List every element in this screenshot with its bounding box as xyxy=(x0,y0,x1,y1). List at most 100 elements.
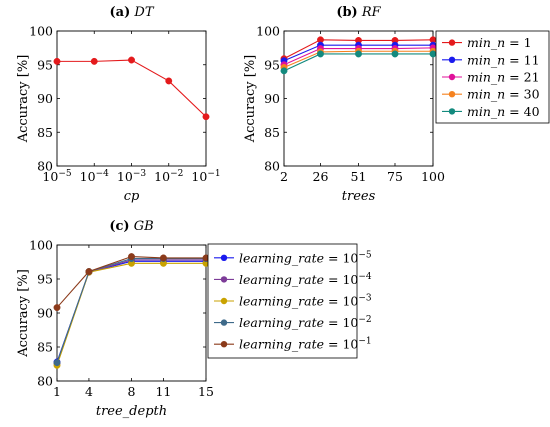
series-line xyxy=(56,262,206,366)
legend-label: learning_rate = 10−3 xyxy=(239,294,372,309)
data-point xyxy=(53,57,61,65)
legend-marker xyxy=(220,297,228,305)
legend-label: min_n = 11 xyxy=(467,52,540,67)
legend-label: learning_rate = 10−4 xyxy=(239,272,372,287)
data-point xyxy=(90,57,98,65)
x-tick-label: 10−2 xyxy=(154,169,183,184)
x-tick-label: 15 xyxy=(198,384,214,399)
x-tick-label: 100 xyxy=(421,169,445,184)
data-point xyxy=(317,50,324,58)
y-tick-label: 80 xyxy=(264,159,280,174)
series-line xyxy=(56,258,206,363)
chart-panel-a: (a) DT 80 85 90 95 100 10−5 10−4 10−3 10−2 10−1 cp A… xyxy=(16,5,221,204)
legend-item: min_n = 40 xyxy=(442,104,540,119)
series-1 xyxy=(53,56,210,121)
x-tick-label: 51 xyxy=(351,169,367,184)
y-axis-label: Accuracy [%] xyxy=(243,55,258,144)
series-line xyxy=(57,59,207,118)
legend-item: min_n = 1 xyxy=(442,35,532,50)
legend-item: learning_rate = 10−1 xyxy=(214,337,372,352)
y-tick-label: 100 xyxy=(29,238,53,253)
x-axis-label: trees xyxy=(342,189,376,204)
y-axis-label: Accuracy [%] xyxy=(16,55,31,144)
legend-label: learning_rate = 10−2 xyxy=(239,315,372,330)
legend-label: learning_rate = 10−5 xyxy=(239,250,372,265)
legend-item: min_n = 11 xyxy=(442,52,540,67)
data-point xyxy=(391,50,399,58)
data-point xyxy=(128,56,135,64)
legend: learning_rate = 10−5 learning_rate = 10−4… xyxy=(207,243,372,359)
chart-panel-c: (c) GB 80 85 90 95 100 1 4 8 11 15 tree_depth Accura… xyxy=(16,219,372,419)
data-point xyxy=(53,359,61,367)
legend-marker xyxy=(220,276,228,283)
legend: min_n = 1 min_n = 11 min_n = 21 min_n = 30 m… xyxy=(435,30,550,124)
x-tick-label: 4 xyxy=(85,384,93,399)
chart-title: (c) GB xyxy=(109,219,153,234)
y-axis-label: Accuracy [%] xyxy=(16,269,31,358)
legend-label: min_n = 30 xyxy=(467,87,540,102)
series-2 xyxy=(53,256,210,367)
series-line xyxy=(56,259,206,364)
y-tick-label: 95 xyxy=(37,272,53,287)
y-tick-label: 95 xyxy=(264,57,280,72)
legend-label: min_n = 21 xyxy=(467,70,540,85)
x-tick-label: 8 xyxy=(128,384,136,399)
y-tick-label: 90 xyxy=(264,91,280,106)
x-tick-label: 26 xyxy=(313,169,329,184)
legend-item: min_n = 30 xyxy=(442,87,540,102)
series-line xyxy=(56,260,206,363)
legend-item: learning_rate = 10−3 xyxy=(214,294,372,309)
data-point xyxy=(355,50,362,58)
legend-item: learning_rate = 10−5 xyxy=(214,250,372,265)
legend-marker xyxy=(220,319,228,326)
series-5 xyxy=(280,50,437,75)
legend-marker xyxy=(448,39,456,46)
data-point xyxy=(165,77,173,85)
y-tick-label: 90 xyxy=(37,91,53,106)
y-tick-label: 80 xyxy=(37,159,53,174)
data-point xyxy=(202,113,210,121)
legend-marker xyxy=(220,341,228,348)
legend-item: learning_rate = 10−2 xyxy=(214,315,372,330)
x-tick-label: 10−5 xyxy=(42,169,71,184)
data-point xyxy=(159,254,167,262)
series-3 xyxy=(53,259,210,369)
x-tick-label: 2 xyxy=(280,169,288,184)
y-tick-label: 85 xyxy=(37,340,53,355)
legend-item: learning_rate = 10−4 xyxy=(214,272,372,287)
x-tick-label: 10−3 xyxy=(117,169,146,184)
legend-label: min_n = 1 xyxy=(467,35,532,50)
data-point xyxy=(85,268,93,275)
series-1 xyxy=(53,257,210,366)
chart-title: (b) RF xyxy=(336,5,381,20)
x-tick-label: 10−1 xyxy=(191,169,220,184)
legend-marker xyxy=(220,254,228,261)
plot-frame xyxy=(56,30,207,167)
series-4 xyxy=(53,255,210,367)
x-tick-label: 11 xyxy=(155,384,171,399)
y-tick-label: 90 xyxy=(37,306,53,321)
x-axis-label: cp xyxy=(124,189,140,204)
y-tick-label: 85 xyxy=(264,125,280,140)
legend-marker xyxy=(448,73,456,81)
y-tick-label: 95 xyxy=(37,57,53,72)
legend-label: min_n = 40 xyxy=(467,104,540,119)
data-point xyxy=(128,253,135,261)
chart-title: (a) DT xyxy=(110,5,155,20)
x-tick-label: 1 xyxy=(53,384,61,399)
x-tick-label: 10−4 xyxy=(80,169,109,184)
data-point xyxy=(429,50,437,58)
chart-panel-b: (b) RF 80 85 90 95 100 2 26 51 75 100 trees Accuracy… xyxy=(243,5,550,204)
x-tick-label: 75 xyxy=(387,169,403,184)
data-point xyxy=(280,67,288,75)
legend-item: min_n = 21 xyxy=(442,70,540,85)
legend-marker xyxy=(448,91,456,98)
legend-label: learning_rate = 10−1 xyxy=(239,337,372,352)
x-axis-label: tree_depth xyxy=(96,404,167,419)
legend-marker xyxy=(448,56,456,63)
data-point xyxy=(53,304,61,312)
y-tick-label: 100 xyxy=(256,24,280,39)
y-tick-label: 80 xyxy=(37,374,53,389)
y-tick-label: 100 xyxy=(29,24,53,39)
